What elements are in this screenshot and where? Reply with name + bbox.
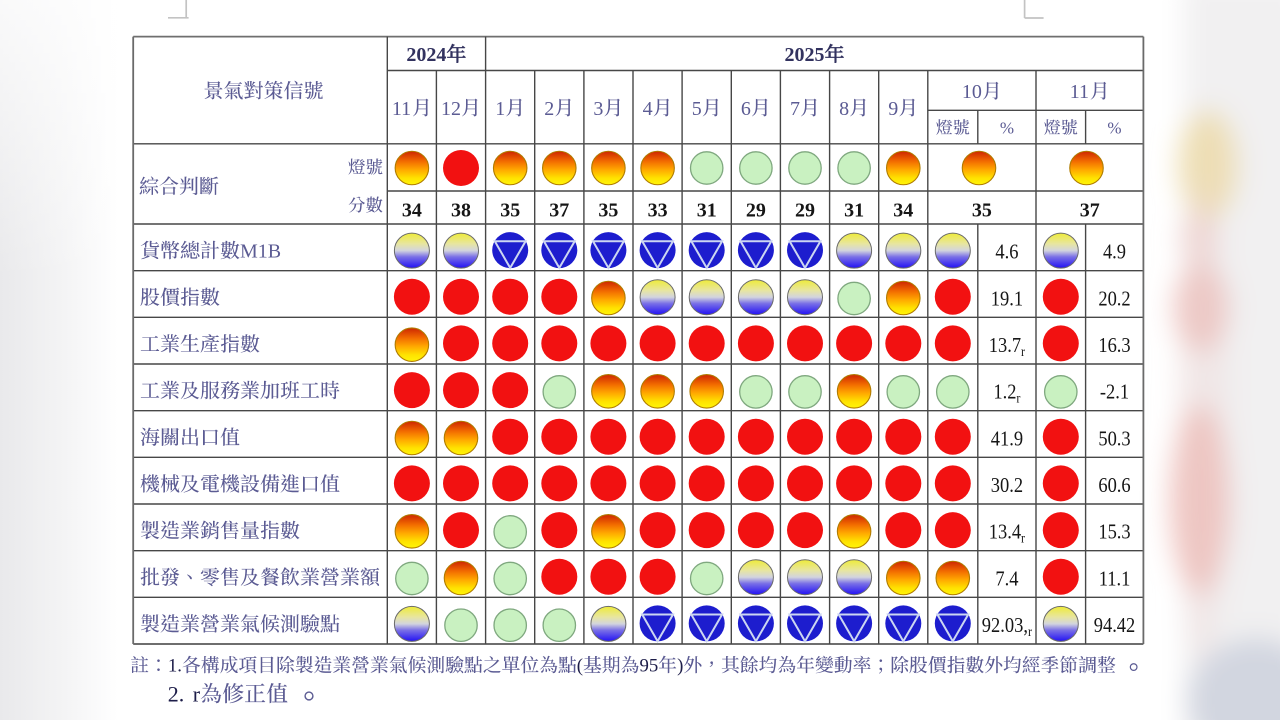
- svg-text:95: 95: [640, 656, 659, 677]
- svg-text:13.7r: 13.7r: [989, 334, 1026, 359]
- svg-text:7.4: 7.4: [995, 567, 1018, 590]
- svg-text:1: 1: [495, 98, 505, 120]
- svg-text:35: 35: [972, 199, 992, 221]
- svg-text:34: 34: [402, 199, 422, 221]
- svg-text:19.1: 19.1: [991, 287, 1023, 310]
- svg-text:37: 37: [549, 199, 569, 221]
- svg-text:30.2: 30.2: [991, 474, 1023, 497]
- svg-text:2: 2: [544, 98, 554, 120]
- svg-text:94.42: 94.42: [1094, 614, 1136, 637]
- svg-text:11: 11: [392, 98, 411, 120]
- svg-text:60.6: 60.6: [1098, 474, 1130, 497]
- svg-text:37: 37: [1080, 199, 1100, 221]
- svg-text:16.3: 16.3: [1098, 334, 1130, 357]
- svg-text:29: 29: [795, 199, 815, 221]
- svg-text:35: 35: [598, 199, 618, 221]
- svg-text:7: 7: [790, 98, 800, 120]
- svg-text:92.03,r: 92.03,r: [982, 614, 1033, 639]
- svg-text:34: 34: [893, 199, 913, 221]
- svg-text:%: %: [1000, 119, 1014, 138]
- svg-text:(: (: [577, 656, 583, 677]
- svg-text:M1B: M1B: [240, 241, 281, 263]
- svg-text:15.3: 15.3: [1098, 521, 1130, 544]
- svg-text:2025: 2025: [785, 44, 825, 66]
- svg-text:11.1: 11.1: [1099, 567, 1131, 590]
- svg-text:9: 9: [888, 98, 898, 120]
- svg-text:5: 5: [692, 98, 702, 120]
- svg-text:4.6: 4.6: [995, 241, 1018, 264]
- svg-text:10: 10: [962, 81, 982, 103]
- svg-text:%: %: [1107, 119, 1121, 138]
- svg-text:33: 33: [648, 199, 668, 221]
- svg-text:2024: 2024: [406, 44, 446, 66]
- svg-text:6: 6: [741, 98, 751, 120]
- svg-text:3: 3: [593, 98, 603, 120]
- svg-text:31: 31: [844, 199, 864, 221]
- svg-text:): ): [677, 656, 683, 677]
- svg-text:38: 38: [451, 199, 471, 221]
- svg-text:r: r: [193, 682, 201, 707]
- svg-text:2.: 2.: [168, 682, 185, 707]
- svg-text:4.9: 4.9: [1103, 241, 1126, 264]
- svg-text:4: 4: [643, 98, 653, 120]
- svg-text:20.2: 20.2: [1098, 287, 1130, 310]
- svg-text:13.4r: 13.4r: [989, 521, 1026, 546]
- svg-text:50.3: 50.3: [1098, 427, 1130, 450]
- svg-text:31: 31: [697, 199, 717, 221]
- svg-text:12: 12: [441, 98, 461, 120]
- svg-text:1.: 1.: [168, 656, 182, 677]
- svg-text:-2.1: -2.1: [1100, 381, 1129, 404]
- svg-text:35: 35: [500, 199, 520, 221]
- svg-text:11: 11: [1070, 81, 1089, 103]
- svg-text:8: 8: [839, 98, 849, 120]
- svg-text:29: 29: [746, 199, 766, 221]
- svg-text:41.9: 41.9: [991, 427, 1023, 450]
